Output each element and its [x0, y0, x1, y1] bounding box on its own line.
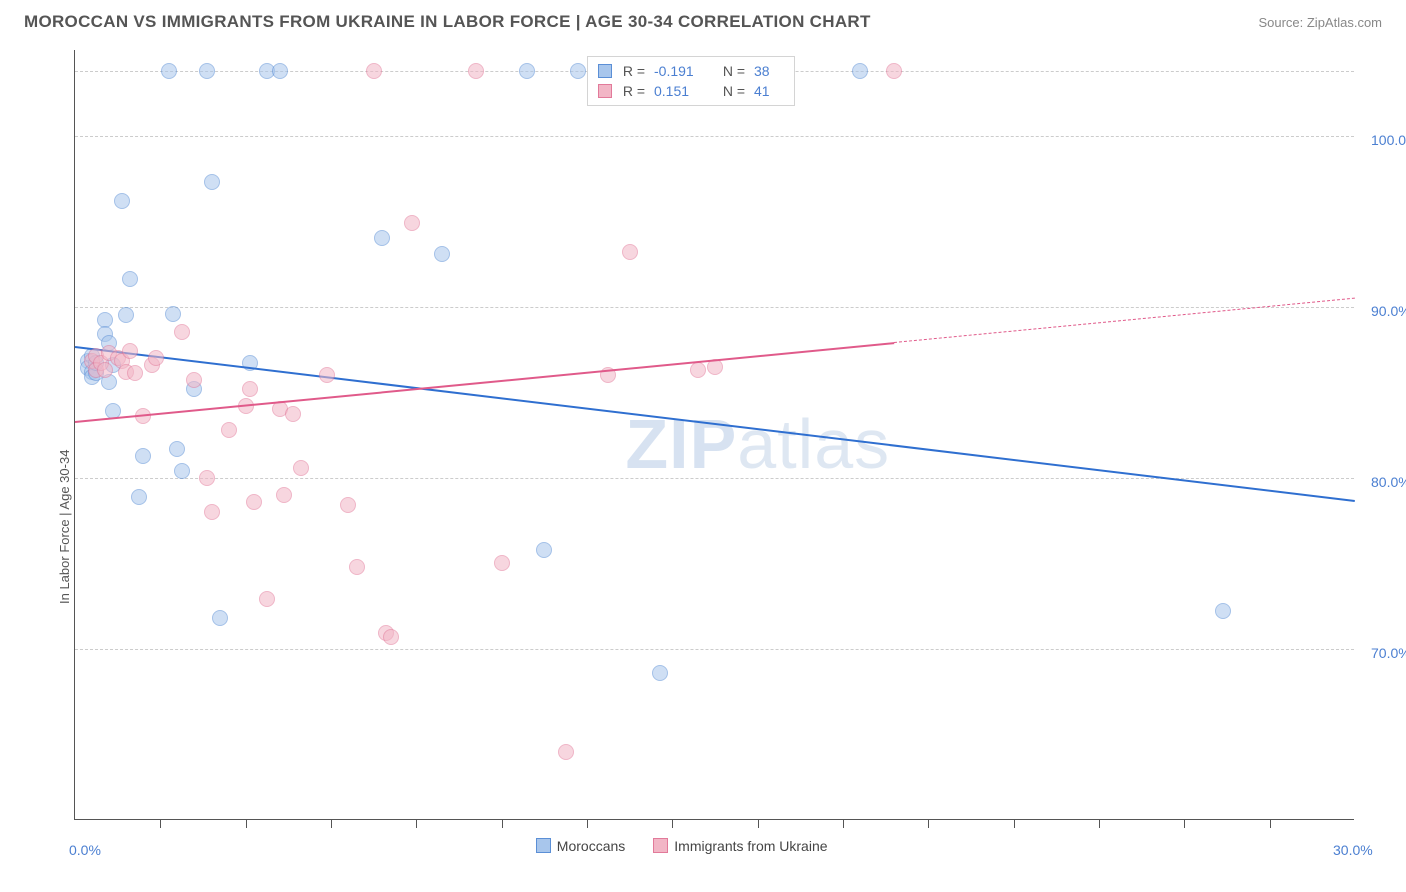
- data-point: [276, 487, 292, 503]
- x-tick: [1014, 820, 1015, 828]
- data-point: [186, 372, 202, 388]
- x-tick: [672, 820, 673, 828]
- legend-item: Immigrants from Ukraine: [653, 838, 827, 854]
- y-tick-label: 70.0%: [1371, 645, 1406, 661]
- stats-value-n: 38: [754, 63, 784, 79]
- data-point: [622, 244, 638, 260]
- legend-swatch: [653, 838, 668, 853]
- stats-label-r: R =: [614, 83, 654, 99]
- data-point: [652, 665, 668, 681]
- data-point: [148, 350, 164, 366]
- x-tick: [160, 820, 161, 828]
- chart-source: Source: ZipAtlas.com: [1258, 15, 1382, 30]
- legend: Moroccans Immigrants from Ukraine: [536, 838, 828, 854]
- y-tick-label: 100.0%: [1371, 132, 1406, 148]
- data-point: [122, 271, 138, 287]
- x-tick: [1099, 820, 1100, 828]
- gridline-h: [75, 649, 1354, 650]
- legend-label: Moroccans: [557, 838, 625, 854]
- data-point: [690, 362, 706, 378]
- legend-label: Immigrants from Ukraine: [674, 838, 827, 854]
- data-point: [242, 381, 258, 397]
- data-point: [169, 441, 185, 457]
- x-tick: [416, 820, 417, 828]
- x-tick: [843, 820, 844, 828]
- data-point: [212, 610, 228, 626]
- x-tick: [587, 820, 588, 828]
- chart-title: MOROCCAN VS IMMIGRANTS FROM UKRAINE IN L…: [24, 12, 871, 32]
- data-point: [293, 460, 309, 476]
- data-point: [519, 63, 535, 79]
- data-point: [135, 448, 151, 464]
- data-point: [174, 324, 190, 340]
- x-tick: [246, 820, 247, 828]
- data-point: [319, 367, 335, 383]
- stats-swatch: [598, 84, 612, 98]
- stats-label-r: R =: [614, 63, 654, 79]
- data-point: [558, 744, 574, 760]
- data-point: [272, 63, 288, 79]
- data-point: [383, 629, 399, 645]
- data-point: [1215, 603, 1231, 619]
- data-point: [434, 246, 450, 262]
- x-tick: [502, 820, 503, 828]
- stats-label-n: N =: [714, 83, 754, 99]
- gridline-h: [75, 307, 1354, 308]
- correlation-stats-box: R =-0.191N =38 R =0.151N =41: [587, 56, 795, 106]
- x-tick-label: 0.0%: [69, 842, 101, 858]
- stats-label-n: N =: [714, 63, 754, 79]
- y-tick-label: 80.0%: [1371, 474, 1406, 490]
- data-point: [174, 463, 190, 479]
- x-tick: [331, 820, 332, 828]
- data-point: [468, 63, 484, 79]
- data-point: [165, 306, 181, 322]
- data-point: [366, 63, 382, 79]
- y-axis-title: In Labor Force | Age 30-34: [57, 450, 72, 604]
- data-point: [285, 406, 301, 422]
- data-point: [122, 343, 138, 359]
- data-point: [259, 591, 275, 607]
- data-point: [161, 63, 177, 79]
- data-point: [852, 63, 868, 79]
- x-tick: [1270, 820, 1271, 828]
- data-point: [118, 307, 134, 323]
- data-point: [199, 63, 215, 79]
- data-point: [127, 365, 143, 381]
- data-point: [494, 555, 510, 571]
- data-point: [97, 362, 113, 378]
- legend-item: Moroccans: [536, 838, 625, 854]
- data-point: [570, 63, 586, 79]
- data-point: [221, 422, 237, 438]
- data-point: [131, 489, 147, 505]
- stats-value-n: 41: [754, 83, 784, 99]
- data-point: [246, 494, 262, 510]
- data-point: [349, 559, 365, 575]
- data-point: [886, 63, 902, 79]
- stats-swatch: [598, 64, 612, 78]
- data-point: [204, 504, 220, 520]
- data-point: [404, 215, 420, 231]
- y-tick-label: 90.0%: [1371, 303, 1406, 319]
- data-point: [199, 470, 215, 486]
- data-point: [340, 497, 356, 513]
- trendline-extrapolated: [894, 298, 1355, 343]
- data-point: [536, 542, 552, 558]
- x-tick: [758, 820, 759, 828]
- legend-swatch: [536, 838, 551, 853]
- data-point: [374, 230, 390, 246]
- gridline-h: [75, 136, 1354, 137]
- plot-area: 70.0%80.0%90.0%100.0%0.0%30.0%In Labor F…: [74, 50, 1354, 820]
- x-tick-label: 30.0%: [1333, 842, 1373, 858]
- x-tick: [928, 820, 929, 828]
- stats-value-r: -0.191: [654, 63, 714, 79]
- stats-value-r: 0.151: [654, 83, 714, 99]
- data-point: [114, 193, 130, 209]
- x-tick: [1184, 820, 1185, 828]
- data-point: [204, 174, 220, 190]
